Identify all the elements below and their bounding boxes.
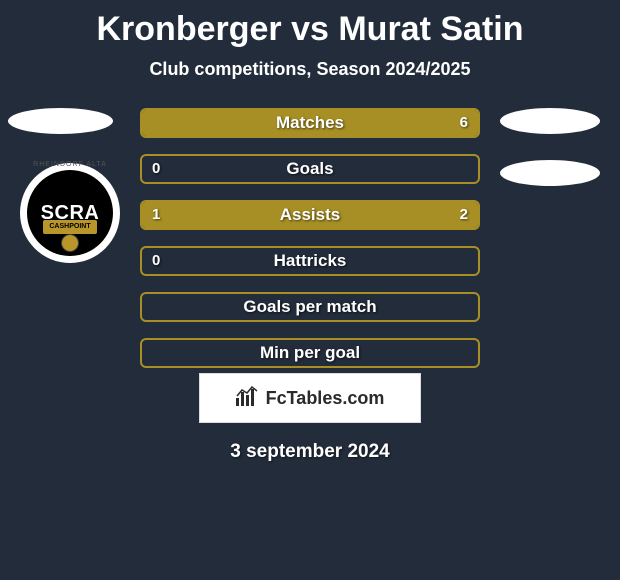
stat-bar-assists: 1 Assists 2 bbox=[140, 200, 480, 230]
stat-bar-hattricks: 0 Hattricks bbox=[140, 246, 480, 276]
brand-text: FcTables.com bbox=[266, 388, 385, 409]
comparison-infographic: Kronberger vs Murat Satin Club competiti… bbox=[0, 0, 620, 580]
player-ellipse-right-1 bbox=[500, 108, 600, 134]
stat-bars: Matches 6 0 Goals 1 Assists 2 0 bbox=[140, 108, 480, 384]
bar-value-right: 6 bbox=[460, 110, 468, 136]
infographic-date: 3 september 2024 bbox=[0, 441, 620, 463]
badge-cashpoint: CASHPOINT bbox=[43, 220, 97, 234]
badge-ball-icon bbox=[61, 234, 79, 252]
bar-label: Assists bbox=[142, 202, 478, 228]
badge-top-text: RHEINDORF ALTA bbox=[20, 161, 120, 168]
bar-label: Goals per match bbox=[142, 294, 478, 320]
bar-label: Hattricks bbox=[142, 248, 478, 274]
page-subtitle: Club competitions, Season 2024/2025 bbox=[0, 59, 620, 80]
club-badge-left: RHEINDORF ALTA SCRA CASHPOINT bbox=[20, 163, 120, 263]
page-title: Kronberger vs Murat Satin bbox=[0, 0, 620, 49]
stat-bar-matches: Matches 6 bbox=[140, 108, 480, 138]
brand-box: FcTables.com bbox=[199, 373, 421, 423]
stat-bar-min-per-goal: Min per goal bbox=[140, 338, 480, 368]
bar-label: Matches bbox=[142, 110, 478, 136]
bar-value-right: 2 bbox=[460, 202, 468, 228]
bar-label: Goals bbox=[142, 156, 478, 182]
player-ellipse-left-1 bbox=[8, 108, 113, 134]
stat-bar-goals: 0 Goals bbox=[140, 154, 480, 184]
player-ellipse-right-2 bbox=[500, 160, 600, 186]
brand-chart-icon bbox=[236, 386, 262, 411]
bar-label: Min per goal bbox=[142, 340, 478, 366]
badge-inner: SCRA CASHPOINT bbox=[27, 170, 113, 256]
stat-bar-goals-per-match: Goals per match bbox=[140, 292, 480, 322]
stats-area: RHEINDORF ALTA SCRA CASHPOINT Matches 6 … bbox=[0, 108, 620, 368]
